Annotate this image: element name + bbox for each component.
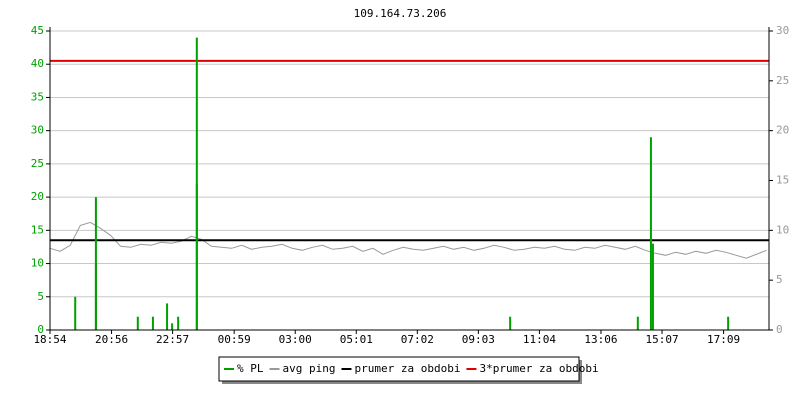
x-tick-label: 07:02 [401, 333, 434, 346]
y-tick-label: 5 [37, 290, 44, 303]
legend-label: 3*prumer za obdobi [479, 362, 598, 375]
y-tick-label: 45 [31, 24, 44, 37]
y-tick-label: 30 [31, 124, 44, 137]
y-tick-label: 40 [31, 57, 44, 70]
legend-label: prumer za obdobi [354, 362, 460, 375]
x-tick-label: 11:04 [523, 333, 556, 346]
x-tick-label: 05:01 [340, 333, 373, 346]
legend-label: % PL [237, 362, 264, 375]
y-tick-label: 20 [31, 190, 44, 203]
x-tick-label: 15:07 [645, 333, 678, 346]
y-tick-label: 35 [31, 90, 44, 103]
chart-title: 109.164.73.206 [354, 7, 447, 20]
x-tick-label: 00:59 [218, 333, 251, 346]
y2-tick-label: 0 [776, 323, 783, 336]
y2-tick-label: 10 [776, 223, 789, 236]
x-tick-label: 22:57 [156, 333, 189, 346]
x-tick-label: 17:09 [707, 333, 740, 346]
x-tick-label: 18:54 [33, 333, 66, 346]
x-tick-label: 03:00 [279, 333, 312, 346]
y2-tick-label: 30 [776, 24, 789, 37]
y-tick-label: 0 [37, 323, 44, 336]
x-tick-label: 20:56 [95, 333, 128, 346]
ping-line [49, 221, 767, 259]
y-tick-label: 10 [31, 257, 44, 270]
x-tick-label: 09:03 [462, 333, 495, 346]
y2-tick-label: 15 [776, 174, 789, 187]
x-tick-label: 13:06 [584, 333, 617, 346]
y-tick-label: 25 [31, 157, 44, 170]
y2-tick-label: 20 [776, 124, 789, 137]
y-tick-label: 15 [31, 223, 44, 236]
y2-tick-label: 5 [776, 273, 783, 286]
y2-tick-label: 25 [776, 74, 789, 87]
legend-label: avg ping [283, 362, 336, 375]
legend: % PL avg ping prumer za obdobi 3*prumer za … [218, 356, 599, 384]
